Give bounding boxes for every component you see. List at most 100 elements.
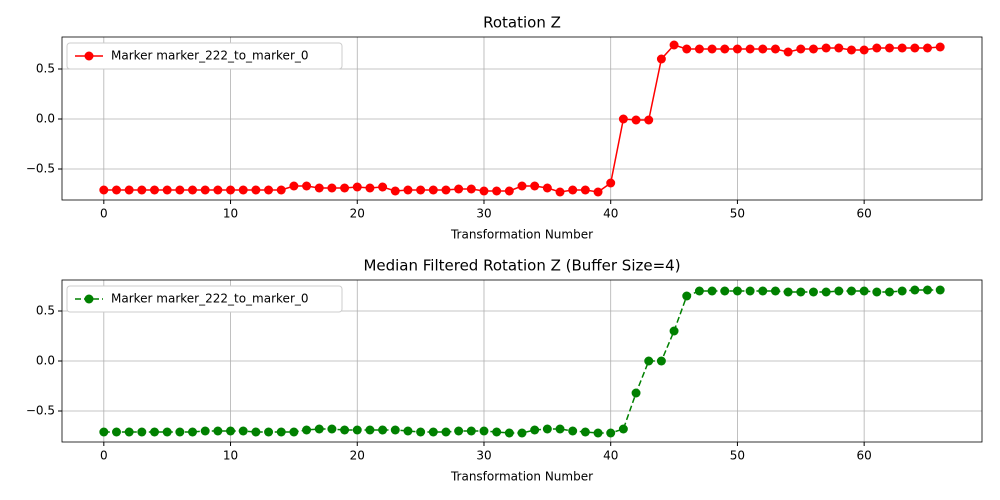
x-tick-label: 20 <box>350 449 365 463</box>
data-point <box>669 40 679 50</box>
data-point <box>302 425 312 435</box>
data-point <box>492 427 502 437</box>
data-point <box>758 44 768 54</box>
data-point <box>492 186 502 196</box>
data-point <box>175 185 185 195</box>
data-point <box>327 424 337 434</box>
legend-box <box>66 42 343 70</box>
data-point <box>935 285 945 295</box>
data-point <box>618 424 628 434</box>
data-point <box>694 44 704 54</box>
data-point <box>682 44 692 54</box>
data-point <box>821 287 831 297</box>
chart-title: Rotation Z <box>483 14 561 32</box>
data-point <box>340 425 350 435</box>
data-point <box>390 186 400 196</box>
data-point <box>669 326 679 336</box>
data-point <box>568 185 578 195</box>
data-point <box>935 42 945 52</box>
data-point <box>720 286 730 296</box>
data-point <box>289 181 299 191</box>
data-point <box>340 183 350 193</box>
data-point <box>555 187 565 197</box>
data-point <box>796 287 806 297</box>
data-point <box>238 426 248 436</box>
data-point <box>517 428 527 438</box>
data-point <box>276 427 286 437</box>
data-point <box>327 183 337 193</box>
data-point <box>923 43 933 53</box>
data-point <box>124 427 134 437</box>
data-point <box>542 183 552 193</box>
data-point <box>770 286 780 296</box>
data-point <box>808 44 818 54</box>
x-tick-label: 50 <box>730 207 745 221</box>
x-tick-label: 40 <box>603 449 618 463</box>
data-point <box>466 426 476 436</box>
data-point <box>200 185 210 195</box>
data-point <box>707 286 717 296</box>
data-point <box>897 286 907 296</box>
data-point <box>682 291 692 301</box>
data-point <box>593 187 603 197</box>
data-point <box>504 186 514 196</box>
data-point <box>821 43 831 53</box>
data-point <box>150 185 160 195</box>
data-point <box>542 424 552 434</box>
data-point <box>226 426 236 436</box>
data-point <box>644 115 654 125</box>
data-point <box>846 45 856 55</box>
data-point <box>631 388 641 398</box>
data-point <box>428 427 438 437</box>
data-point <box>884 43 894 53</box>
data-point <box>416 185 426 195</box>
data-point <box>352 182 362 192</box>
data-point <box>745 44 755 54</box>
data-point <box>783 287 793 297</box>
data-point <box>162 427 172 437</box>
data-point <box>796 44 806 54</box>
subplot: Rotation Z Transformation Number 0 10 20 30 40… <box>26 14 983 242</box>
data-point <box>923 285 933 295</box>
data-point <box>707 44 717 54</box>
x-tick-label: 10 <box>223 207 238 221</box>
data-point <box>897 43 907 53</box>
data-point <box>289 427 299 437</box>
data-point <box>378 182 388 192</box>
data-point <box>403 185 413 195</box>
data-point <box>378 425 388 435</box>
data-point <box>568 426 578 436</box>
data-point <box>264 427 274 437</box>
x-tick-label: 30 <box>476 449 491 463</box>
y-tick-label: −0.5 <box>26 162 55 176</box>
data-point <box>555 424 565 434</box>
data-point <box>162 185 172 195</box>
subplot: Median Filtered Rotation Z (Buffer Size=… <box>26 257 983 484</box>
data-point <box>644 356 654 366</box>
x-tick-label: 40 <box>603 207 618 221</box>
data-point <box>454 184 464 194</box>
data-point <box>808 287 818 297</box>
data-point <box>859 286 869 296</box>
legend-label: Marker marker_222_to_marker_0 <box>111 49 309 63</box>
data-point <box>352 425 362 435</box>
data-point <box>504 428 514 438</box>
legend-box <box>66 285 343 313</box>
data-point <box>606 428 616 438</box>
data-point <box>441 427 451 437</box>
legend-marker <box>84 51 94 61</box>
data-point <box>720 44 730 54</box>
data-point <box>783 47 793 57</box>
x-axis-label: Transformation Number <box>450 228 593 242</box>
data-point <box>910 43 920 53</box>
data-point <box>251 427 261 437</box>
data-point <box>124 185 134 195</box>
x-axis-label: Transformation Number <box>450 470 593 484</box>
data-point <box>302 181 312 191</box>
x-tick-label: 60 <box>857 449 872 463</box>
data-point <box>732 44 742 54</box>
chart-title: Median Filtered Rotation Z (Buffer Size=… <box>363 257 680 275</box>
data-point <box>846 286 856 296</box>
data-point <box>441 185 451 195</box>
